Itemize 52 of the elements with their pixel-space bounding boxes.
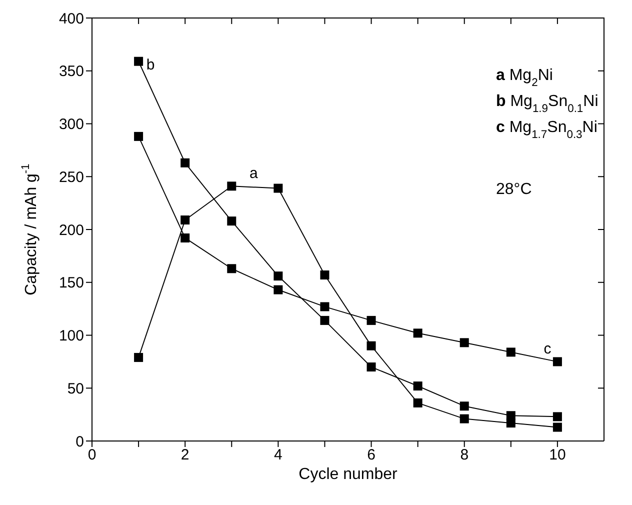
x-tick-label: 6: [367, 446, 376, 464]
y-tick-label: 150: [58, 274, 84, 292]
point: [552, 412, 562, 422]
point: [413, 382, 422, 391]
point: [274, 272, 283, 281]
series-label: b: [146, 56, 155, 74]
x-tick-label: 10: [549, 446, 566, 464]
point: [274, 285, 283, 294]
point: [413, 328, 422, 338]
point: [180, 215, 190, 224]
point: [552, 422, 562, 432]
point: [134, 56, 144, 66]
point: [134, 352, 144, 362]
y-tick-label: 250: [58, 168, 84, 186]
series-label: a: [249, 165, 258, 182]
x-axis-title: Cycle number: [298, 466, 398, 483]
point: [366, 316, 376, 325]
point: [460, 338, 469, 348]
point: [366, 341, 376, 350]
point: [320, 270, 330, 280]
annotation: b Mg$_{1.9}$Sn$_{0.1}$Ni: [496, 93, 598, 115]
y-tick-label: 100: [58, 328, 84, 345]
point: [180, 233, 190, 242]
y-tick-label: 350: [58, 63, 84, 80]
point: [552, 357, 562, 366]
annotation: a Mg$_{2}$Ni: [496, 67, 553, 89]
annotation: 28°C: [496, 181, 532, 198]
y-tick-label: 300: [58, 116, 84, 134]
point: [506, 348, 516, 357]
point: [227, 182, 236, 191]
annotation: c Mg$_{1.7}$Sn$_{0.3}$Ni: [496, 119, 598, 141]
y-tick-label: 200: [58, 222, 84, 239]
x-tick-label: 2: [180, 446, 190, 464]
x-tick-label: 8: [460, 446, 469, 464]
point: [320, 316, 330, 325]
point: [227, 264, 236, 274]
point: [506, 411, 516, 420]
point: [320, 302, 330, 312]
y-tick-label: 50: [67, 380, 84, 398]
point: [227, 216, 236, 226]
series-label: c: [544, 340, 552, 358]
point: [180, 158, 190, 168]
point: [366, 362, 376, 372]
point: [460, 414, 469, 424]
x-tick-label: 0: [88, 446, 96, 464]
point: [460, 402, 469, 411]
point: [134, 132, 144, 141]
y-tick-label: 0: [76, 433, 84, 450]
y-tick-label: 400: [58, 10, 84, 28]
x-tick-label: 4: [274, 446, 282, 464]
point: [413, 398, 422, 408]
point: [274, 184, 283, 193]
